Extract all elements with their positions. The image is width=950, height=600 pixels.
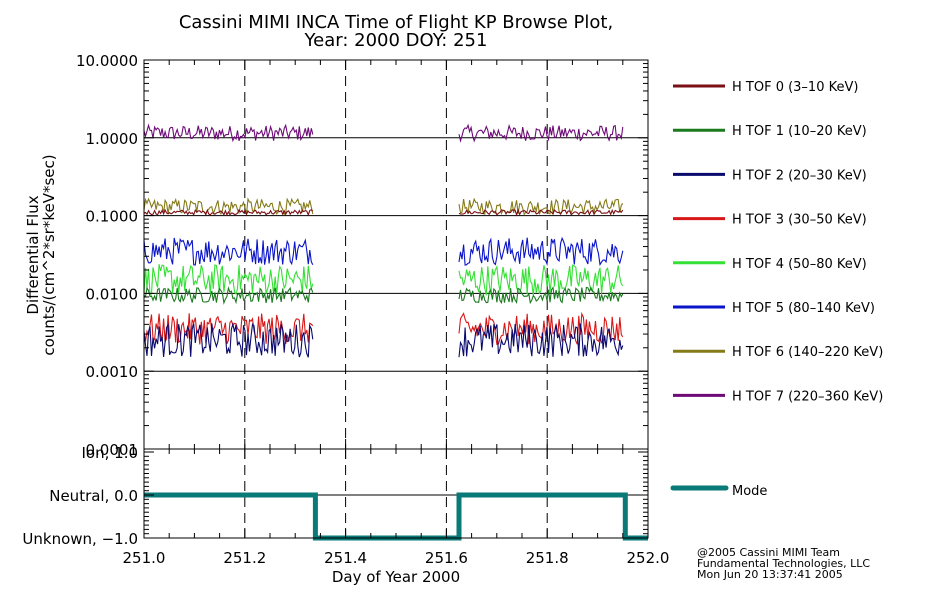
legend-label: H TOF 4 (50–80 KeV)	[732, 257, 867, 272]
legend-label: H TOF 6 (140–220 KeV)	[732, 345, 883, 360]
mode-line	[144, 492, 648, 541]
series-line-tof-5	[458, 236, 624, 267]
chart-title: Cassini MIMI INCA Time of Flight KP Brow…	[179, 12, 613, 33]
y-axis-label-line1: Differential Flux	[24, 195, 42, 314]
mode-tick-label: Neutral, 0.0	[49, 487, 138, 505]
legend-label: H TOF 7 (220–360 KeV)	[732, 389, 883, 404]
y-axis-label-line2: counts/(cm^2*sr*keV*sec)	[40, 154, 58, 355]
legend-label: H TOF 1 (10–20 KeV)	[732, 124, 867, 139]
x-tick-label: 251.6	[425, 549, 468, 567]
mode-layer	[144, 492, 648, 541]
legend-label: H TOF 3 (30–50 KeV)	[732, 213, 867, 228]
series-line-tof-1	[458, 286, 624, 305]
mode-tick-label: Ion, 1.0	[82, 444, 139, 462]
y-tick-label: 0.0100	[86, 285, 139, 303]
legend-item: H TOF 5 (80–140 KeV)	[673, 301, 875, 316]
series-line-tof-4	[143, 264, 314, 296]
footer-line-3: Mon Jun 20 13:37:41 2005	[697, 568, 843, 581]
series-line-tof-2	[458, 323, 624, 358]
y-tick-label: 0.0001	[86, 441, 139, 459]
series-line-tof-7	[458, 123, 624, 143]
y-axis-label: Differential Flux counts/(cm^2*sr*keV*se…	[24, 154, 58, 355]
x-tick-label: 251.8	[526, 549, 569, 567]
series-line-tof-4	[458, 264, 624, 296]
x-tick-label: 252.0	[627, 549, 670, 567]
legend-label: H TOF 5 (80–140 KeV)	[732, 301, 875, 316]
flux-plot-frame	[143, 59, 649, 450]
footer-credit: @2005 Cassini MIMI Team Fundamental Tech…	[697, 546, 870, 581]
series-line-tof-2	[143, 322, 314, 358]
footer-line-2: Fundamental Technologies, LLC	[697, 557, 870, 570]
legend: H TOF 0 (3–10 KeV) H TOF 1 (10–20 KeV) H T…	[670, 80, 883, 499]
legend-item: H TOF 0 (3–10 KeV)	[673, 80, 858, 95]
series-line-tof-3	[458, 311, 624, 345]
legend-item: H TOF 6 (140–220 KeV)	[673, 345, 883, 360]
series-line-tof-1	[143, 286, 314, 305]
legend-item: H TOF 2 (20–30 KeV)	[673, 168, 867, 183]
mode-tick-labels: Ion, 1.0 Neutral, 0.0 Unknown, −1.0	[22, 444, 138, 548]
y-tick-labels: 10.0000 1.0000 0.1000 0.0100 0.0010 0.0001	[76, 52, 138, 459]
legend-item-mode: Mode	[670, 484, 767, 499]
mode-tick-label: Unknown, −1.0	[22, 530, 138, 548]
series-line-tof-6	[143, 197, 314, 216]
legend-label: H TOF 0 (3–10 KeV)	[732, 80, 858, 95]
legend-label: H TOF 2 (20–30 KeV)	[732, 168, 867, 183]
x-tick-label: 251.2	[223, 549, 266, 567]
chart-subtitle: Year: 2000 DOY: 251	[304, 30, 488, 51]
footer-line-1: @2005 Cassini MIMI Team	[697, 546, 840, 559]
legend-item: H TOF 3 (30–50 KeV)	[673, 213, 867, 228]
series-line-tof-7	[143, 123, 314, 143]
y-tick-label: 1.0000	[86, 130, 139, 148]
series-line-tof-0	[143, 208, 314, 217]
y-tick-label: 0.0010	[86, 363, 139, 381]
axes	[143, 59, 649, 539]
x-axis-label: Day of Year 2000	[332, 568, 460, 586]
legend-item: H TOF 1 (10–20 KeV)	[673, 124, 867, 139]
y-tick-label: 10.0000	[76, 52, 138, 70]
legend-item: H TOF 7 (220–360 KeV)	[673, 389, 883, 404]
x-tick-labels: 251.0 251.2 251.4 251.6 251.8 252.0	[123, 549, 670, 567]
y-tick-label: 0.1000	[86, 208, 139, 226]
series-line-tof-0	[458, 208, 624, 217]
legend-label: Mode	[732, 484, 767, 499]
x-tick-label: 251.4	[324, 549, 367, 567]
x-tick-label: 251.0	[123, 549, 166, 567]
legend-item: H TOF 4 (50–80 KeV)	[673, 257, 867, 272]
series-layer	[143, 123, 624, 358]
series-line-tof-5	[143, 237, 314, 266]
